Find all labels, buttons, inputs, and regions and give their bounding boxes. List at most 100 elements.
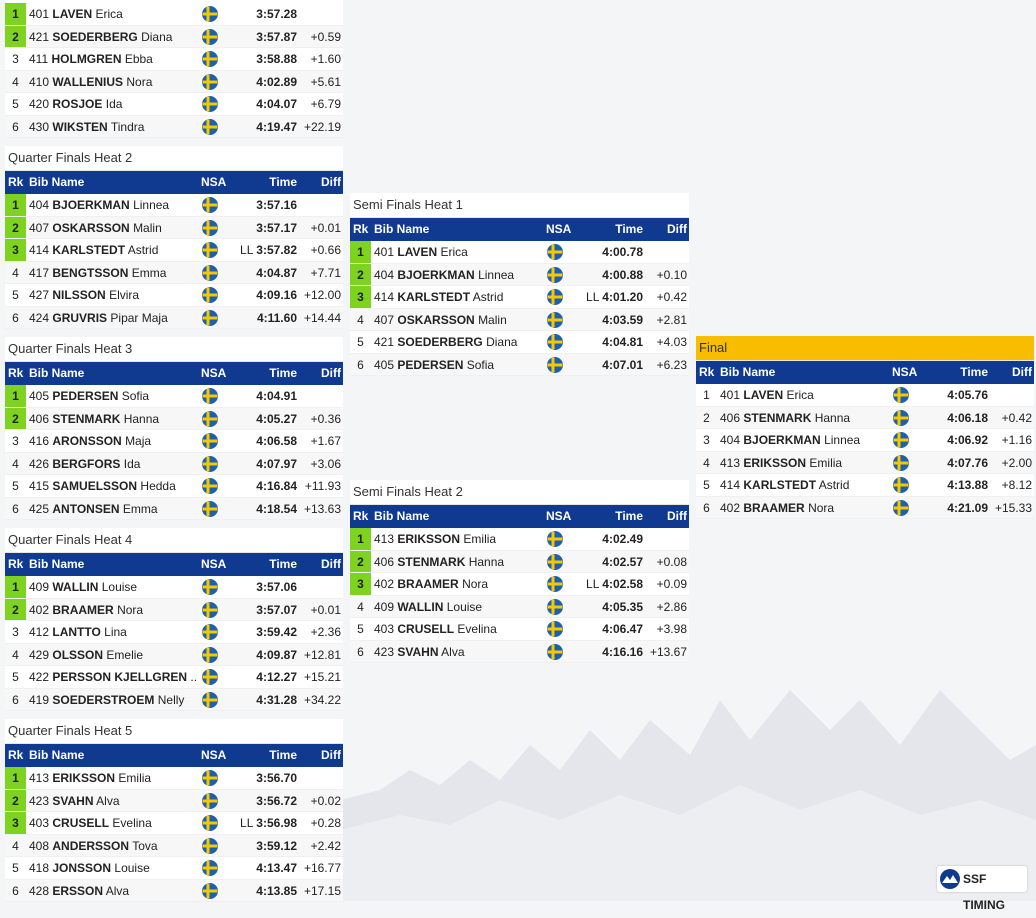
diff: +1.67 [310,434,341,448]
diff: +14.44 [303,310,341,325]
bib: 404 [29,198,50,212]
flag-swe [202,837,218,854]
diff: +0.10 [656,267,687,282]
first-name: Erica [95,7,123,21]
heat-table: Quarter Finals Heat 2 Rk Bib Name NSA Time Di… [5,146,343,329]
time: 3:57.16 [256,198,297,212]
diff: +8.12 [1001,478,1032,492]
rank: 4 [357,599,364,614]
rank: 2 [5,216,26,238]
time-cell: 4:04.81 [602,331,643,353]
diff: +0.01 [310,602,341,617]
result-row: 5 414 KARLSTEDT Astrid 4:13.88 +8.12 [696,474,1034,497]
time-cell: 4:02.49 [602,528,643,550]
time-cell: 4:13.47 [256,857,297,879]
time-cell: 3:56.72 [256,790,297,812]
time-cell: 4:16.16 [602,641,643,663]
heat-table: Quarter Finals Heat 4 Rk Bib Name NSA Time Di… [5,528,343,711]
last-name: ERIKSSON [743,455,807,470]
flag-swe [202,51,218,67]
last-name: LAVEN [52,7,93,21]
athlete: 401 LAVEN Erica [29,3,197,25]
heat-table: Quarter Finals Heat 5 Rk Bib Name NSA Time Di… [5,719,343,902]
flag-swe [202,882,218,899]
result-row: 6 424 GRUVRIS Pipar Maja 4:11.60 +14.44 [5,306,343,329]
time-cell: 4:06.92 [947,429,988,451]
diff: +2.42 [310,838,341,853]
result-row: 2 406 STENMARK Hanna 4:06.18 +0.42 [696,406,1034,429]
heat-table: 1 401 LAVEN Erica 3:57.28 2 421 SOEDERBERG D… [5,0,343,138]
first-name: Hanna [468,554,505,569]
time: 4:05.27 [256,411,297,426]
col-bibname: Bib Name [29,175,85,189]
last-name: BERGFORS [52,456,121,471]
first-name: Ebba [124,52,153,66]
col-bibname: Bib Name [374,222,430,236]
col-rank: Rk [8,557,24,571]
col-rank: Rk [353,509,369,523]
table-header: Rk Bib Name NSA Time Diff [5,171,343,194]
result-row: 1 404 BJOERKMAN Linnea 3:57.16 [5,194,343,217]
first-name: Louise [114,861,150,875]
first-name: Malin [133,220,162,235]
first-name: Erica [440,245,468,259]
last-name: STENMARK [52,411,121,426]
flag-swe [202,73,218,90]
last-name: PEDERSEN [52,389,119,403]
athlete: 413 ERIKSSON Emilia [374,528,542,550]
table-header: Rk Bib Name NSA Time Diff [350,505,689,528]
rank: 6 [12,692,19,707]
time: 3:57.87 [256,29,297,44]
result-row: 5 403 CRUSELL Evelina 4:06.47 +3.98 [350,618,689,641]
result-row: 4 407 OSKARSSON Malin 4:03.59 +2.81 [350,308,689,331]
result-row: 4 429 OLSSON Emelie 4:09.87 +12.81 [5,643,343,666]
bib: 413 [374,532,395,546]
flag-swe [202,646,218,663]
col-diff: Diff [667,509,687,523]
time: 4:13.47 [256,861,297,875]
last-name: GRUVRIS [52,310,108,325]
diff: +2.00 [1001,455,1032,470]
col-nsa: NSA [201,366,227,380]
last-name: PEDERSEN [397,357,464,372]
athlete: 428 ERSSON Alva [29,880,197,902]
time-cell: 3:59.42 [256,621,297,643]
time-cell: 4:09.87 [256,644,297,666]
result-row: 3 416 ARONSSON Maja 4:06.58 +1.67 [5,430,343,453]
time: 4:01.20 [602,290,643,304]
time-cell: 4:06.47 [602,618,643,640]
time-cell: 4:13.85 [256,880,297,902]
first-name: Linnea [824,433,861,447]
time-cell: 4:18.54 [256,498,297,520]
first-name: Diana [486,335,518,349]
rank: 4 [12,74,19,89]
col-bibname: Bib Name [720,365,776,379]
flag-swe [202,410,218,427]
time-cell: LL 4:01.20 [586,286,643,308]
time: 4:02.89 [256,74,297,89]
result-row: 1 401 LAVEN Erica 4:00.78 [350,241,689,264]
time: 4:31.28 [256,692,297,707]
bib: 429 [29,647,50,662]
time: 4:06.47 [602,622,643,636]
first-name: Evelina [112,816,152,830]
rank: 2 [350,550,371,572]
last-name: BRAAMER [397,577,459,591]
table-header: Rk Bib Name NSA Time Diff [696,361,1034,384]
last-name: BENGTSSON [52,265,129,280]
time-cell: 3:57.07 [256,599,297,621]
athlete: 401 LAVEN Erica [720,384,888,406]
time-cell: 3:57.87 [256,26,297,48]
rank: 3 [12,52,19,66]
heat-table: Semi Finals Heat 1 Rk Bib Name NSA Time Diff 1… [350,193,689,376]
flag-swe [202,770,218,786]
heat-title: Semi Finals Heat 2 [350,480,689,505]
athlete: 403 CRUSELL Evelina [374,618,542,640]
time-cell: 3:59.12 [256,835,297,857]
first-name: Astrid [818,478,850,492]
bib: 423 [29,793,50,808]
athlete: 404 BJOERKMAN Linnea [720,429,888,451]
col-diff: Diff [321,557,341,571]
flag-swe [202,264,218,281]
